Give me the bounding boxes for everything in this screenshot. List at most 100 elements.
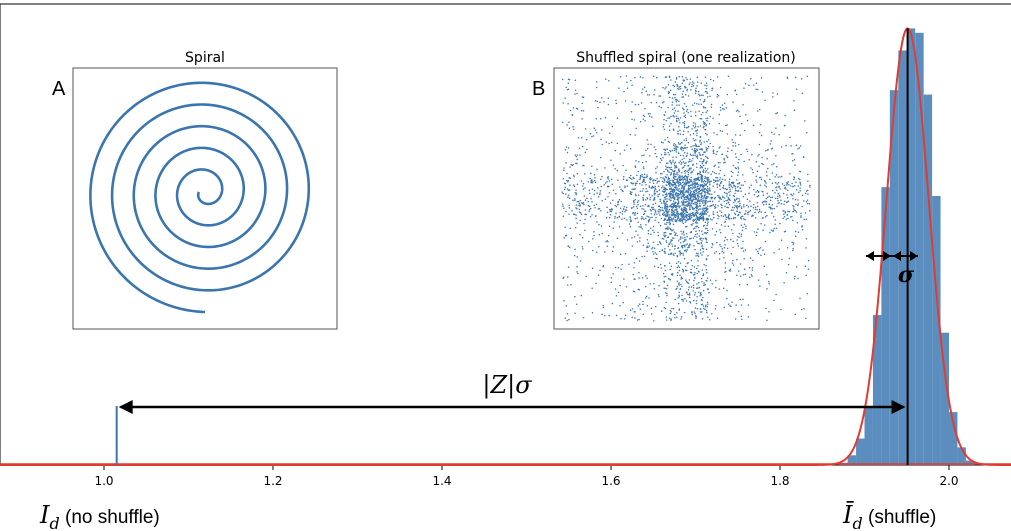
scatter-point [700,293,702,296]
scatter-point [738,182,740,185]
scatter-point [562,215,565,217]
scatter-point [666,214,669,217]
scatter-point [742,298,744,301]
scatter-point [780,203,783,205]
scatter-point [740,235,742,237]
scatter-point [566,188,569,190]
scatter-point [643,208,645,210]
scatter-point [655,148,657,151]
scatter-point [712,213,714,215]
scatter-point [643,178,645,181]
scatter-point [575,204,578,206]
scatter-point [706,305,708,308]
scatter-point [593,193,595,195]
scatter-point [706,227,708,230]
scatter-point [706,133,708,136]
scatter-point [792,208,795,210]
scatter-point [595,203,598,205]
scatter-point [690,89,692,91]
scatter-point [677,133,679,135]
scatter-point [578,211,581,213]
scatter-point [607,175,609,178]
scatter-point [617,291,620,294]
scatter-point [650,178,653,180]
scatter-point [684,198,686,200]
scatter-point [688,178,691,181]
scatter-point [574,154,577,156]
scatter-point [601,232,603,235]
scatter-point [662,212,664,215]
scatter-point [699,237,701,240]
scatter-point [701,192,703,195]
scatter-point [699,148,701,151]
scatter-point [684,201,687,203]
scatter-point [643,218,645,221]
scatter-point [702,169,705,171]
scatter-point [700,180,703,182]
scatter-point [702,197,704,200]
scatter-point [639,174,642,177]
scatter-point [583,195,586,197]
scatter-point [678,294,680,296]
scatter-point [677,87,679,90]
scatter-point [656,177,658,180]
scatter-point [717,194,719,197]
scatter-point [639,177,642,180]
scatter-point [691,213,694,215]
scatter-point [626,81,628,84]
histogram-bar [923,94,933,465]
scatter-point [591,165,593,167]
scatter-point [696,166,698,168]
scatter-point [752,84,755,86]
scatter-point [680,163,682,165]
scatter-point [630,174,632,177]
scatter-point [682,237,684,239]
scatter-point [666,148,668,150]
scatter-point [686,225,688,228]
scatter-point [783,200,786,202]
scatter-point [573,175,575,178]
scatter-point [564,235,567,237]
scatter-point [715,176,717,179]
scatter-point [698,190,701,193]
scatter-point [652,253,655,255]
scatter-point [601,200,603,202]
scatter-point [736,239,738,241]
scatter-point [705,87,708,90]
scatter-point [682,231,685,234]
scatter-point [676,208,678,210]
scatter-point [617,179,619,181]
scatter-point [700,176,702,179]
scatter-point [706,201,709,203]
scatter-point [673,211,676,213]
scatter-point [660,159,663,161]
scatter-point [707,171,709,174]
scatter-point [724,262,727,264]
scatter-point [659,172,662,175]
scatter-point [645,184,647,186]
scatter-point [771,147,774,149]
scatter-point [804,265,807,268]
scatter-point [720,224,723,226]
scatter-point [732,209,734,211]
scatter-point [693,273,696,276]
scatter-point [715,286,717,289]
scatter-point [699,173,701,176]
scatter-point [694,221,697,223]
scatter-point [599,192,601,194]
scatter-point [567,82,570,84]
scatter-point [766,196,769,198]
scatter-point [697,264,699,267]
scatter-point [605,217,608,219]
scatter-point [676,202,679,205]
scatter-point [762,204,765,206]
scatter-point [726,195,728,197]
scatter-point [732,232,734,235]
scatter-point [678,291,680,293]
scatter-point [705,117,707,120]
scatter-point [712,149,715,151]
scatter-point [685,179,687,181]
scatter-point [667,245,670,248]
scatter-point [640,102,643,104]
scatter-point [692,132,695,135]
